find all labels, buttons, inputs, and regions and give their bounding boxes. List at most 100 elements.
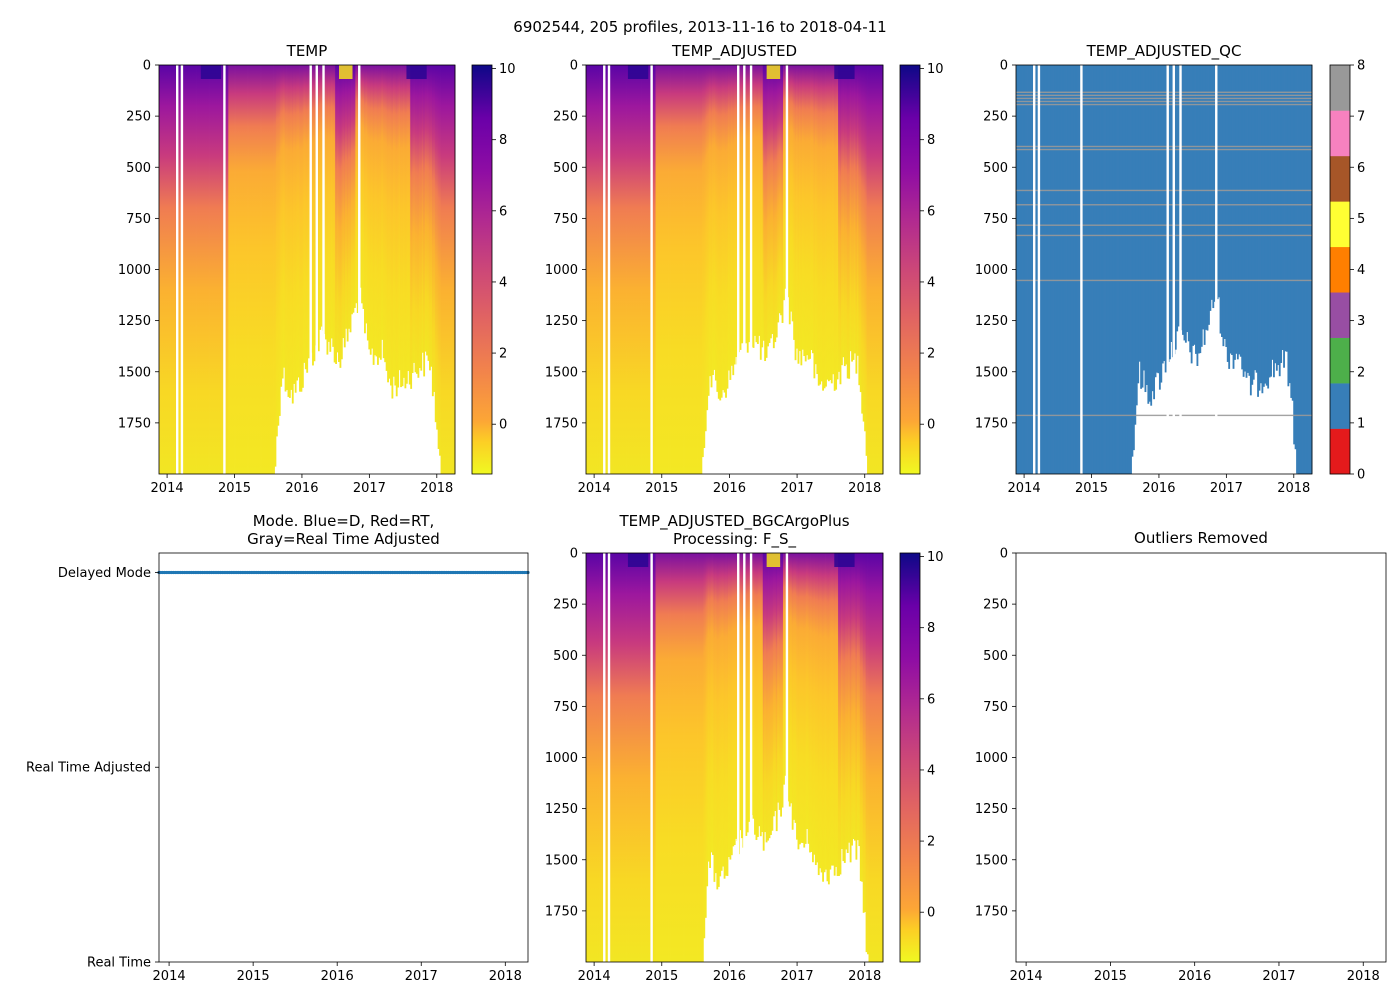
heatmap-column (856, 553, 859, 841)
heatmap-column (1247, 65, 1249, 373)
heatmap-column (1016, 65, 1018, 474)
x-tick-label: 2015 (237, 969, 270, 984)
heatmap-column (872, 65, 875, 474)
heatmap-column (1026, 65, 1028, 474)
heatmap-column (1296, 65, 1298, 474)
heatmap-column (160, 65, 163, 474)
heatmap-column (1083, 65, 1086, 474)
heatmap-column (1125, 65, 1128, 474)
heatmap-column (710, 65, 713, 388)
colorbar-tick-label: 10 (499, 62, 516, 77)
heatmap-column (241, 65, 244, 474)
heatmap-column (169, 65, 171, 474)
y-tick-label: 1500 (545, 853, 578, 868)
heatmap-column (209, 65, 212, 474)
heatmap-column (874, 65, 877, 474)
heatmap-column (590, 65, 593, 474)
heatmap-column (293, 65, 296, 384)
heatmap-column (881, 553, 884, 962)
x-tick-label: 2018 (1347, 969, 1380, 984)
heatmap-column (1294, 65, 1297, 450)
heatmap-column (838, 65, 840, 372)
heatmap-column (1212, 65, 1215, 309)
heatmap-column (225, 65, 228, 474)
heatmap-column (713, 553, 716, 882)
heatmap-column (1226, 65, 1229, 362)
heatmap-column (671, 553, 674, 962)
heatmap-column (717, 553, 720, 887)
heatmap-column (408, 65, 411, 385)
heatmap-column (798, 553, 801, 845)
heatmap-column (697, 65, 700, 474)
heatmap-column (1017, 65, 1020, 474)
heatmap-column (699, 553, 701, 962)
heatmap-column (1095, 65, 1098, 474)
heatmap-column (735, 553, 738, 839)
colorbar-segment (1330, 246, 1350, 293)
heatmap-column (633, 553, 636, 962)
heatmap-column (730, 65, 733, 366)
heatmap-column (1229, 65, 1232, 354)
heatmap-column (778, 65, 781, 314)
heatmap-column (667, 553, 669, 962)
heatmap-column (1031, 65, 1034, 474)
profile-gap (176, 65, 179, 474)
heatmap-column (746, 65, 749, 353)
colorbar-segment (1330, 292, 1350, 338)
heatmap-column (641, 65, 643, 474)
qc-flag-8-band (1016, 103, 1312, 106)
y-tick-label: 750 (983, 212, 1008, 227)
surface-anomaly (627, 553, 649, 567)
heatmap-column (1270, 65, 1272, 377)
heatmap-column (626, 65, 629, 474)
heatmap-column (586, 65, 588, 474)
y-tick-label: 1000 (545, 751, 578, 766)
heatmap-column (840, 553, 843, 850)
heatmap-column (665, 65, 668, 474)
heatmap-column (681, 65, 684, 474)
heatmap-column (277, 65, 280, 426)
colorbar-segment (1330, 155, 1350, 202)
heatmap-column (1134, 65, 1137, 425)
heatmap-column (835, 553, 838, 867)
heatmap-column (1164, 65, 1167, 373)
heatmap-column (854, 553, 856, 841)
heatmap-column (400, 65, 402, 388)
heatmap-column (656, 65, 659, 474)
heatmap-column (764, 65, 767, 362)
colorbar-tick-label: 0 (927, 418, 935, 433)
heatmap-column (864, 65, 867, 432)
heatmap-column (862, 553, 865, 913)
heatmap-column (668, 553, 671, 962)
heatmap-column (372, 65, 375, 365)
heatmap-column (1101, 65, 1104, 474)
colorbar-tick-label: 10 (927, 550, 944, 565)
heatmap-column (1065, 65, 1067, 474)
x-tick-label: 2014 (1010, 969, 1043, 984)
heatmap-column (843, 65, 846, 367)
heatmap-column (202, 65, 205, 474)
heatmap-column (690, 65, 693, 474)
heatmap-column (427, 65, 430, 361)
colorbar-tick-label: 6 (927, 204, 935, 219)
heatmap-column (694, 65, 697, 474)
heatmap-column (777, 65, 780, 323)
heatmap-column (205, 65, 208, 474)
heatmap-column (659, 65, 662, 474)
heatmap-column (606, 553, 609, 962)
heatmap-column (787, 553, 790, 802)
heatmap-column (351, 65, 353, 315)
heatmap-column (810, 553, 813, 852)
y-tick-label: 1250 (545, 802, 578, 817)
heatmap-column (1275, 65, 1278, 371)
y-tick-label: 0 (570, 59, 578, 74)
heatmap-column (774, 65, 777, 343)
heatmap-column (163, 65, 166, 474)
colorbar-tick-label: 2 (927, 347, 935, 362)
heatmap-column (790, 65, 793, 312)
heatmap-column (675, 65, 678, 474)
heatmap-body (586, 553, 884, 962)
heatmap-column (184, 65, 187, 474)
heatmap-column (1154, 65, 1157, 378)
heatmap-column (1127, 65, 1130, 474)
